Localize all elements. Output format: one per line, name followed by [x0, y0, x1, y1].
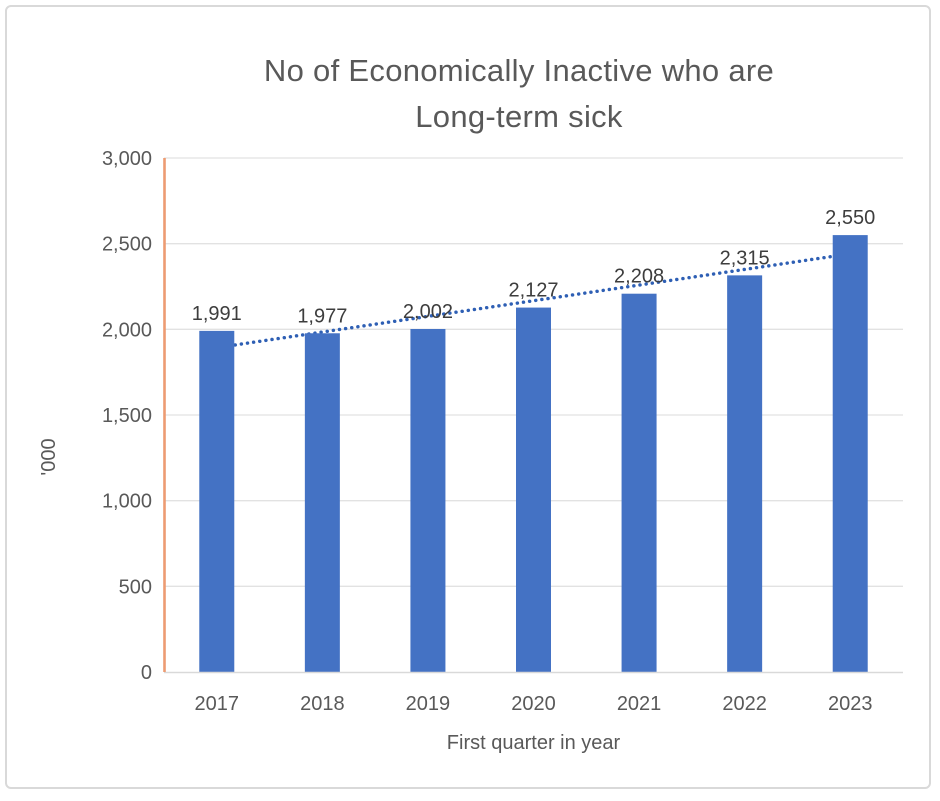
x-axis-title: First quarter in year	[447, 732, 621, 754]
y-axis-title: '000	[38, 438, 60, 475]
bar-data-label: 2,002	[403, 301, 453, 323]
x-tick-label: 2018	[300, 693, 345, 715]
trendline	[215, 252, 852, 350]
y-tick-label: 2,500	[102, 234, 152, 256]
bar-data-label: 2,208	[614, 266, 664, 288]
bar	[832, 235, 868, 672]
y-tick-label: 1,000	[102, 491, 152, 513]
y-tick-label: 0	[141, 662, 152, 684]
chart-title: No of Economically Inactive who are Long…	[110, 48, 928, 140]
bar-data-label: 2,127	[508, 280, 558, 302]
bar-data-label: 2,315	[720, 247, 770, 269]
chart-outer-border	[5, 5, 931, 789]
bar-data-label: 1,991	[192, 303, 242, 325]
bar-data-label: 1,977	[297, 305, 347, 327]
y-tick-label: 2,000	[102, 319, 152, 341]
bar	[304, 333, 340, 672]
bar	[727, 275, 763, 672]
y-tick-label: 500	[119, 576, 152, 598]
x-tick-label: 2019	[406, 693, 451, 715]
bar	[199, 330, 235, 672]
x-tick-label: 2023	[828, 693, 873, 715]
bar	[516, 307, 551, 672]
x-tick-label: 2017	[195, 693, 240, 715]
y-tick-label: 1,500	[102, 405, 152, 427]
chart-title-line-2: Long-term sick	[415, 99, 623, 134]
bar	[621, 293, 657, 672]
x-tick-label: 2020	[511, 693, 556, 715]
y-tick-label: 3,000	[102, 148, 152, 170]
x-tick-label: 2021	[617, 693, 662, 715]
bar	[410, 328, 446, 672]
chart-title-line-1: No of Economically Inactive who are	[263, 53, 775, 88]
x-tick-label: 2022	[722, 693, 767, 715]
bar-data-label: 2,550	[825, 207, 875, 229]
